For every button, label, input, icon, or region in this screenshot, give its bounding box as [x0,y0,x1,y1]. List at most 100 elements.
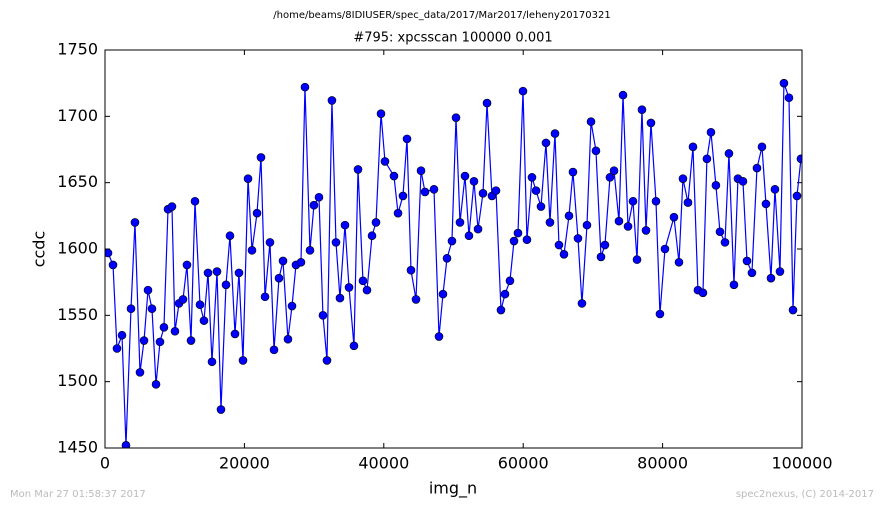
point [522,235,532,245]
point [531,186,541,195]
point [247,246,257,255]
point [632,255,642,264]
point [362,285,372,295]
point [491,186,501,195]
point [646,118,656,128]
point [309,200,319,210]
point [199,316,209,325]
point [766,273,776,283]
point [505,276,515,286]
point [155,337,165,347]
point [660,244,670,254]
point [518,86,528,96]
point [469,177,479,186]
point [609,166,619,176]
point [720,238,730,247]
point [464,231,474,241]
point [688,142,698,152]
point [331,238,341,247]
point [221,280,231,290]
point [126,304,136,314]
x-tick-label: 0 [100,454,110,473]
point [738,177,748,186]
point [442,253,452,263]
point [265,238,275,247]
point [367,231,377,241]
y-tick-label: 1450 [57,438,98,457]
point [112,344,122,353]
point [143,285,153,295]
y-tick-label: 1650 [57,172,98,191]
point [729,280,739,290]
point [203,268,213,278]
point [225,231,235,241]
x-tick-label: 20000 [219,454,270,473]
point [340,220,350,230]
point [500,289,510,299]
point [278,256,288,266]
point [747,268,757,278]
point [147,304,157,314]
point [371,218,381,227]
point [376,109,386,118]
footer-right: spec2nexus, (C) 2014-2017 [736,489,874,500]
point [195,300,205,310]
point [455,218,465,227]
point [614,216,624,226]
point [706,127,716,137]
point [182,260,192,270]
point [509,236,519,246]
point [447,236,457,246]
point [568,167,578,177]
point [757,142,767,152]
point [600,240,610,250]
point [715,227,725,237]
point [536,202,546,211]
x-tick-label: 80000 [637,454,688,473]
point [300,82,310,92]
point [283,334,293,344]
line [107,82,802,446]
point [702,154,712,164]
point [296,257,306,267]
x-tick-label: 60000 [498,454,549,473]
point [779,78,789,88]
point [358,276,368,286]
point [393,208,403,218]
point [451,113,461,122]
point [577,299,587,308]
point [513,228,523,238]
point [438,289,448,299]
point [698,288,708,298]
point [135,368,145,377]
point [256,153,266,162]
point [108,260,118,270]
point [429,185,439,194]
point [151,380,161,389]
point [788,305,798,315]
y-tick-label: 1600 [57,239,98,258]
point [389,171,399,181]
point [482,98,492,108]
y-axis-label: ccdc [30,231,49,268]
point [651,196,661,206]
point [683,198,693,207]
point [573,234,583,243]
point [344,283,354,292]
point [353,165,363,174]
point [380,157,390,166]
chart-title: #795: xpcsscan 100000 0.001 [353,31,552,46]
point [186,336,196,345]
point [335,293,345,303]
point [473,224,483,234]
point [420,187,430,197]
point [159,322,169,332]
point [305,246,315,255]
point [314,192,324,202]
point [596,252,606,262]
point [752,163,762,173]
y-tick-label: 1750 [57,40,98,59]
point [269,345,279,355]
